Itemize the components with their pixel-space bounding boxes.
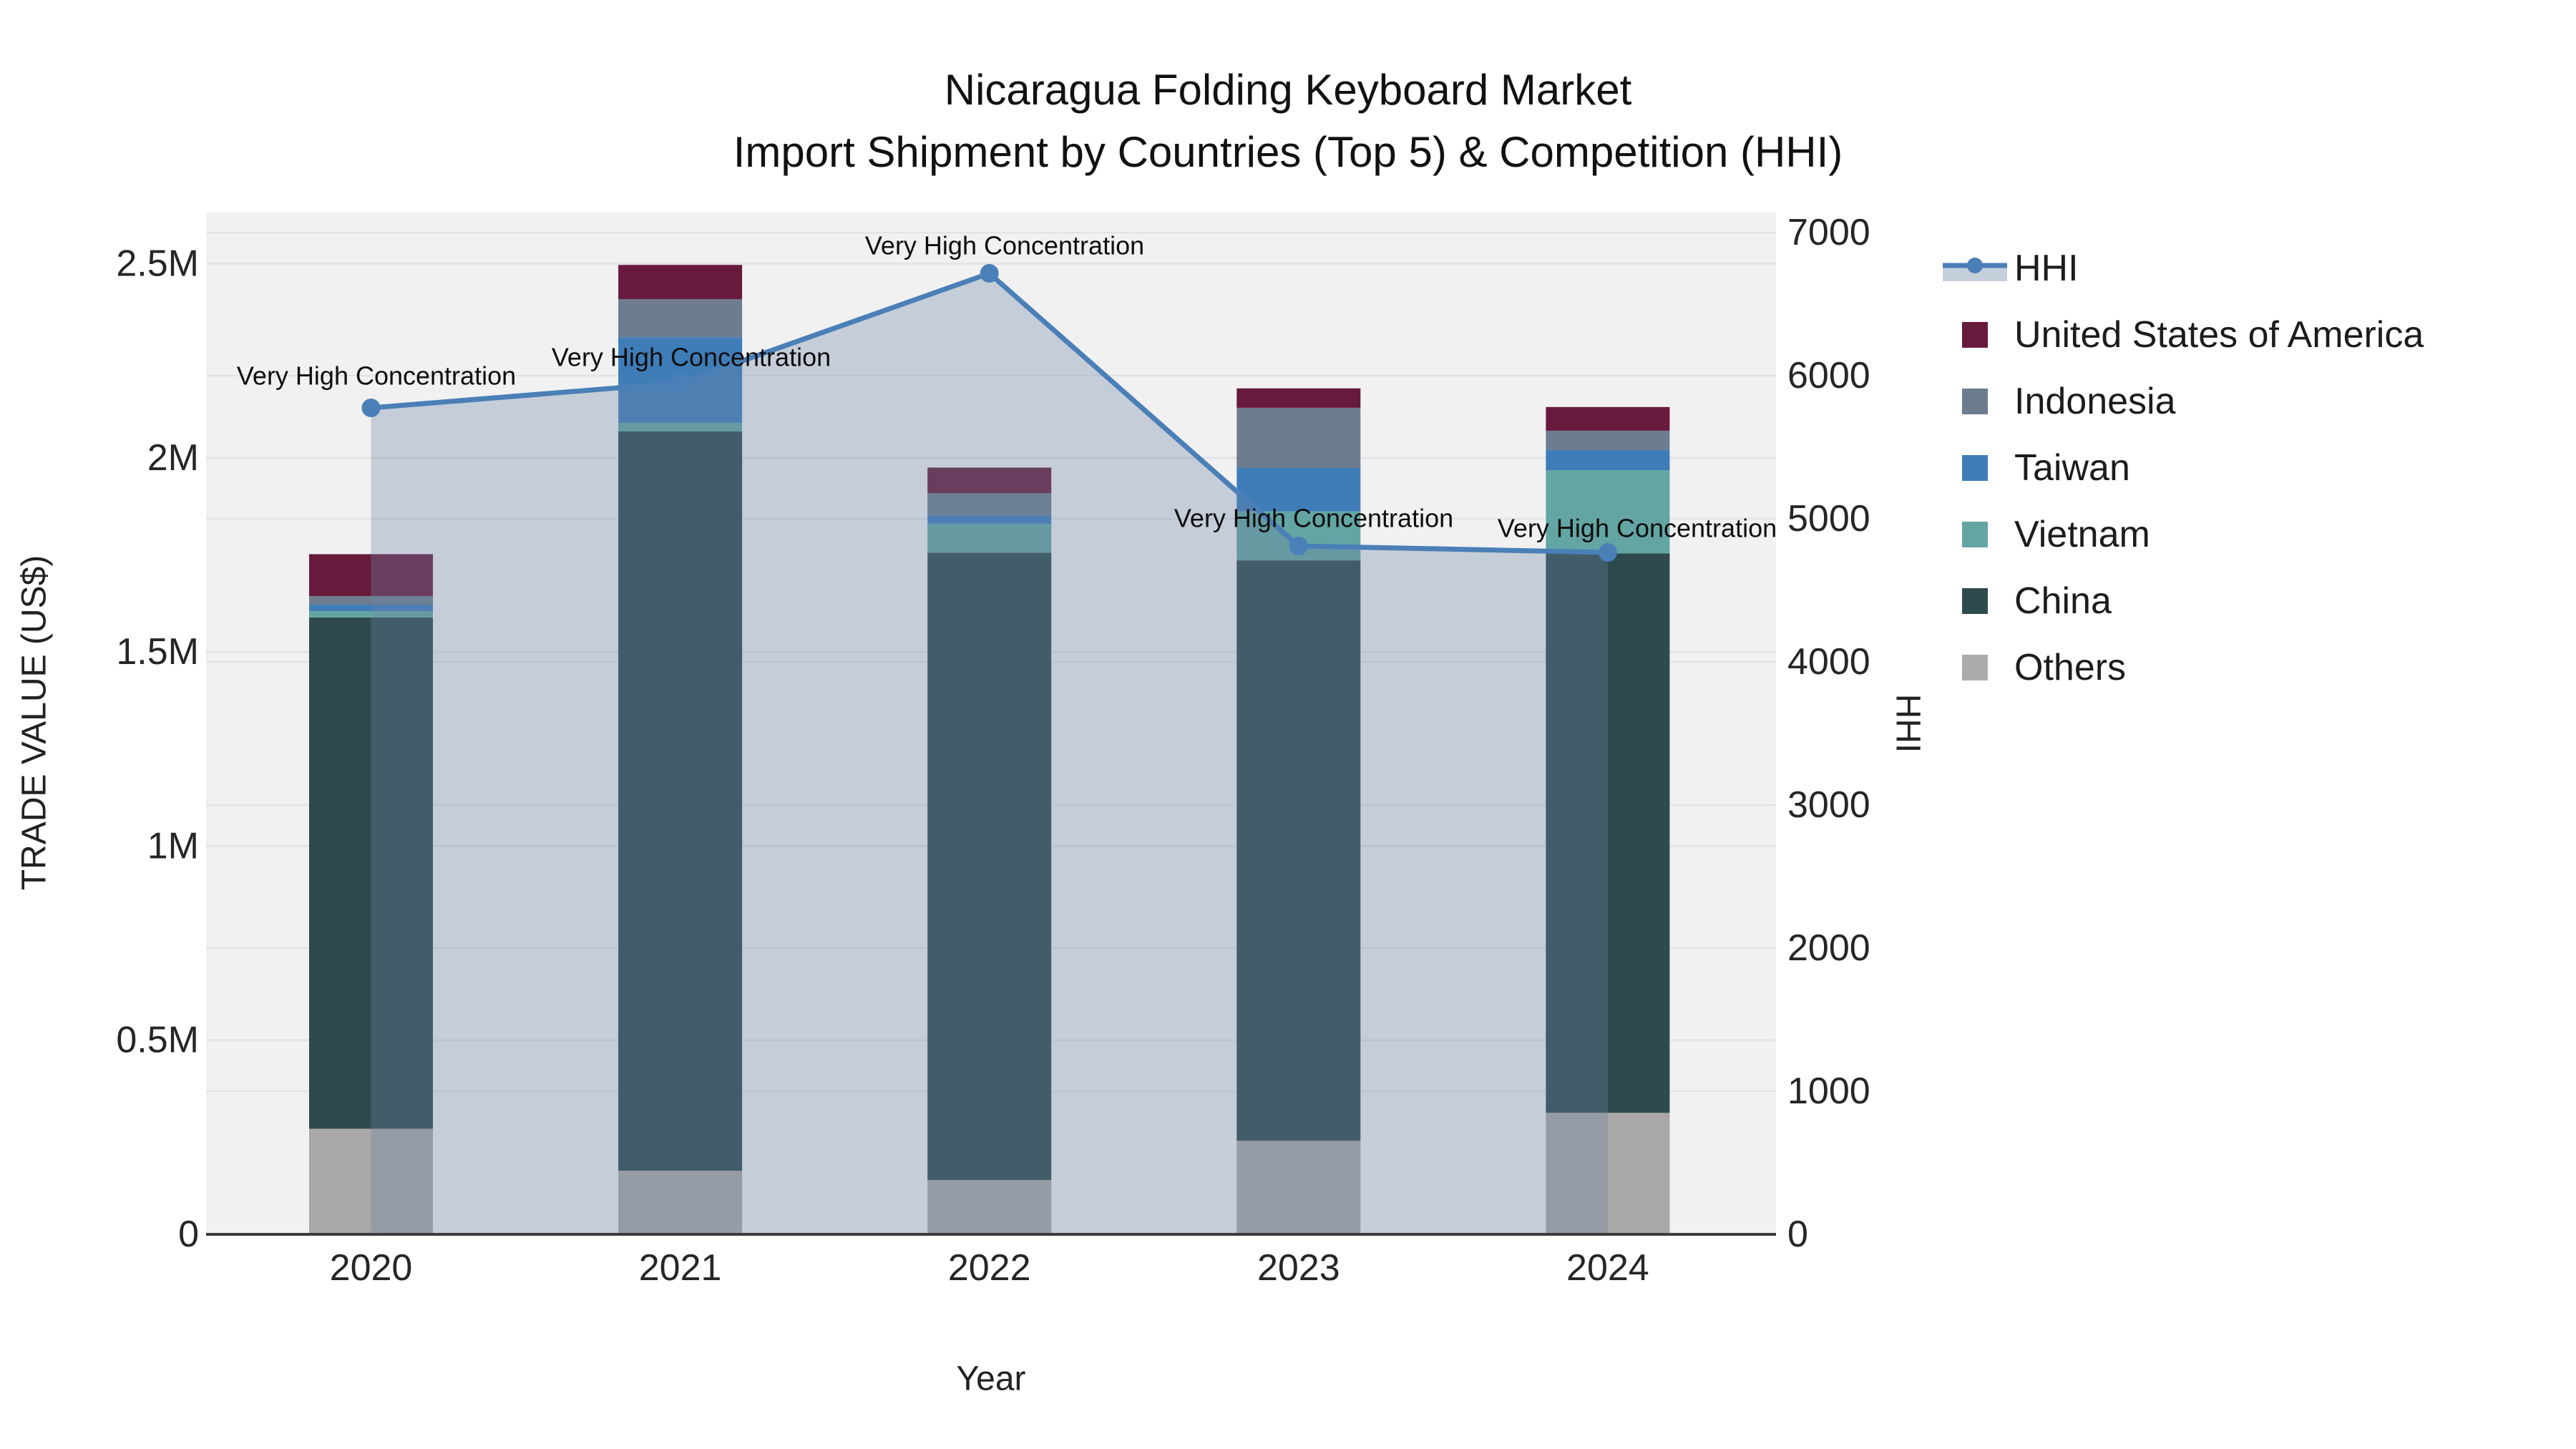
legend-item-vietnam[interactable]: Vietnam: [1942, 514, 2150, 555]
y-axis-right-title: HHI: [1888, 693, 1927, 753]
legend-label: Indonesia: [2014, 381, 2176, 422]
bar-segment-2020-vietnam[interactable]: [309, 611, 433, 618]
bar-segment-2021-united-states-of-america[interactable]: [618, 265, 743, 299]
legend-label: China: [2014, 580, 2112, 622]
legend-color-swatch: [1962, 455, 1988, 481]
bar-segment-2024-united-states-of-america[interactable]: [1546, 406, 1670, 431]
y-left-tick-label: 1.5M: [116, 631, 199, 673]
x-tick-label-2022: 2022: [948, 1247, 1031, 1289]
bar-segment-2023-indonesia[interactable]: [1236, 407, 1361, 468]
bar-segment-2022-others[interactable]: [927, 1180, 1052, 1234]
annotation-2021: Very High Concentration: [552, 343, 831, 372]
bar-segment-2022-vietnam[interactable]: [927, 524, 1052, 553]
bar-segment-2023-united-states-of-america[interactable]: [1236, 388, 1361, 408]
bar-segment-2021-vietnam[interactable]: [618, 423, 743, 431]
bar-segment-2020-united-states-of-america[interactable]: [309, 554, 433, 597]
legend-item-taiwan[interactable]: Taiwan: [1942, 447, 2130, 489]
legend-label: HHI: [2014, 248, 2079, 289]
x-tick-label-2020: 2020: [330, 1247, 413, 1289]
legend-item-others[interactable]: Others: [1942, 647, 2127, 688]
legend-label: United States of America: [2014, 314, 2424, 356]
legend-color-swatch: [1962, 322, 1988, 348]
x-tick-label-2024: 2024: [1566, 1247, 1649, 1289]
y-right-tick-label: 7000: [1787, 212, 1870, 253]
bar-segment-2021-china[interactable]: [618, 431, 743, 1171]
hhi-area-fill: [371, 273, 1608, 1234]
legend-color-swatch: [1962, 522, 1988, 547]
legend-label: Vietnam: [2014, 514, 2150, 555]
bar-segment-2024-taiwan[interactable]: [1546, 450, 1670, 471]
annotation-2020: Very High Concentration: [237, 361, 516, 391]
annotation-2023: Very High Concentration: [1174, 504, 1453, 533]
legend-item-united-states-of-america[interactable]: United States of America: [1942, 314, 2424, 356]
y-right-tick-label: 2000: [1787, 927, 1870, 969]
bar-segment-2020-taiwan[interactable]: [309, 604, 433, 612]
legend-color-swatch: [1962, 655, 1988, 680]
y-right-tick-label: 6000: [1787, 355, 1870, 396]
bar-segment-2023-china[interactable]: [1236, 560, 1361, 1141]
bar-segment-2020-others[interactable]: [309, 1128, 433, 1234]
hhi-point-2022[interactable]: [980, 264, 999, 283]
annotation-2024: Very High Concentration: [1498, 514, 1777, 543]
bar-segment-2020-indonesia[interactable]: [309, 596, 433, 605]
y-left-tick-label: 2.5M: [116, 243, 199, 285]
bar-segment-2024-indonesia[interactable]: [1546, 430, 1670, 451]
y-axis-left-title: TRADE VALUE (US$): [15, 555, 54, 891]
y-right-tick-label: 0: [1787, 1214, 1808, 1255]
hhi-point-2021[interactable]: [670, 374, 690, 392]
y-left-tick-label: 2M: [147, 437, 199, 479]
y-right-tick-label: 1000: [1787, 1070, 1870, 1112]
x-tick-label-2021: 2021: [639, 1247, 722, 1289]
bar-segment-2022-indonesia[interactable]: [927, 493, 1052, 516]
legend-item-indonesia[interactable]: Indonesia: [1942, 381, 2176, 422]
hhi-point-2020[interactable]: [361, 399, 381, 417]
legend-item-hhi[interactable]: HHI: [1942, 248, 2079, 289]
bar-segment-2022-china[interactable]: [927, 552, 1052, 1181]
y-right-tick-label: 4000: [1787, 641, 1870, 683]
chart-title-line2: Import Shipment by Countries (Top 5) & C…: [733, 128, 1843, 176]
hhi-line-icon: [1943, 258, 2007, 281]
bar-segment-2023-taiwan[interactable]: [1236, 468, 1361, 512]
y-left-tick-label: 0: [178, 1214, 199, 1255]
annotation-2022: Very High Concentration: [865, 231, 1144, 260]
bar-segment-2020-china[interactable]: [309, 617, 433, 1129]
y-right-tick-label: 3000: [1787, 784, 1870, 826]
hhi-point-2024[interactable]: [1598, 543, 1617, 562]
bar-segment-2023-others[interactable]: [1236, 1141, 1361, 1234]
bar-segment-2022-united-states-of-america[interactable]: [927, 467, 1052, 494]
legend-label: Taiwan: [2014, 447, 2130, 489]
x-tick-label-2023: 2023: [1257, 1247, 1340, 1289]
x-axis-title: Year: [956, 1360, 1026, 1398]
legend-color-swatch: [1962, 389, 1988, 414]
hhi-point-2023[interactable]: [1289, 537, 1308, 555]
bar-segment-2024-vietnam[interactable]: [1546, 470, 1670, 554]
y-left-tick-label: 1M: [147, 825, 199, 867]
chart-title-line1: Nicaragua Folding Keyboard Market: [944, 66, 1632, 114]
bar-segment-2024-others[interactable]: [1546, 1113, 1670, 1234]
bar-segment-2021-indonesia[interactable]: [618, 298, 743, 338]
bar-segment-2024-china[interactable]: [1546, 553, 1670, 1113]
y-right-tick-label: 5000: [1787, 498, 1870, 540]
legend-color-swatch: [1962, 588, 1988, 614]
legend-item-china[interactable]: China: [1942, 580, 2112, 622]
bar-segment-2021-others[interactable]: [618, 1171, 743, 1234]
y-left-tick-label: 0.5M: [116, 1020, 199, 1061]
bar-segment-2022-taiwan[interactable]: [927, 515, 1052, 525]
legend-label: Others: [2014, 647, 2127, 688]
